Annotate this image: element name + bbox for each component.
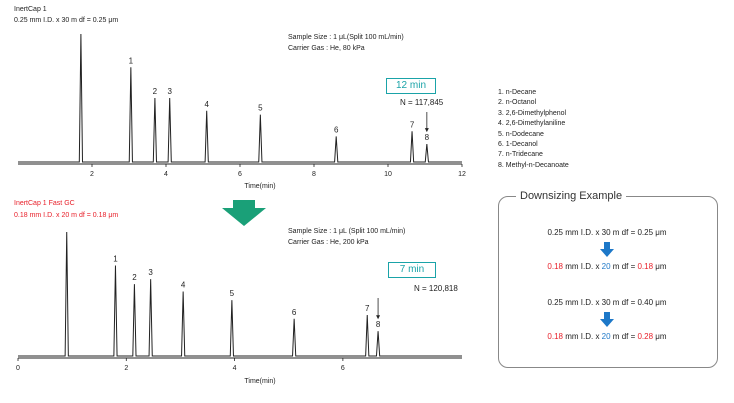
x-axis-label: Time(min) bbox=[244, 378, 275, 385]
chart2-analysis-time: 7 min bbox=[388, 262, 436, 278]
chart2-plot: 0 2 4 6 Time(min) 1 2 3 4 5 6 78 bbox=[16, 231, 462, 385]
peak-label: 8 bbox=[376, 320, 381, 329]
chromatogram-trace bbox=[18, 33, 462, 163]
legend-item: 2. n-Octanol bbox=[498, 99, 537, 107]
x-tick-label: 2 bbox=[90, 171, 94, 178]
chart1-subtitle: 0.25 mm I.D. x 30 m df = 0.25 μm bbox=[14, 17, 119, 24]
x-tick-label: 6 bbox=[238, 171, 242, 178]
legend-item: 7. n-Tridecane bbox=[498, 151, 543, 159]
chart2-subtitle: 0.18 mm I.D. x 20 m df = 0.18 μm bbox=[14, 212, 119, 219]
peak-label: 4 bbox=[204, 100, 209, 109]
peak-label: 3 bbox=[167, 87, 172, 96]
x-tick-label: 8 bbox=[312, 171, 316, 178]
peak-label: 2 bbox=[132, 273, 137, 282]
chart1-condition-carrier: Carrier Gas : He, 80 kPa bbox=[288, 45, 365, 52]
chart2-condition-sample: Sample Size : 1 μL (Split 100 mL/min) bbox=[288, 228, 406, 235]
legend-item: 1. n-Decane bbox=[498, 89, 537, 96]
x-axis-label: Time(min) bbox=[244, 183, 275, 190]
legend-item: 8. Methyl-n-Decanoate bbox=[498, 161, 569, 169]
ex1-length-value: 20 bbox=[601, 262, 611, 271]
peak-label: 1 bbox=[113, 254, 118, 263]
ex2-df-value: 0.28 bbox=[637, 332, 654, 341]
ex1-id-value: 0.18 bbox=[547, 262, 563, 271]
x-tick-label: 6 bbox=[341, 365, 345, 372]
ex2-id-value: 0.18 bbox=[547, 332, 563, 341]
x-tick-label: 0 bbox=[16, 365, 20, 372]
peak-label: 7 bbox=[365, 304, 370, 313]
ex1-df-value: 0.18 bbox=[637, 262, 654, 271]
downsizing-ex1-to: 0.18 mm I.D. x 20 m df = 0.18 μm bbox=[498, 262, 716, 271]
x-tick-label: 4 bbox=[164, 171, 168, 178]
x-tick-label: 2 bbox=[124, 365, 128, 372]
peak-label: 3 bbox=[148, 268, 153, 277]
legend-item: 5. n-Dodecane bbox=[498, 130, 544, 138]
peak-label: 4 bbox=[181, 281, 186, 290]
ex2-length-unit: m df = bbox=[610, 332, 638, 341]
downsizing-ex2-to: 0.18 mm I.D. x 20 m df = 0.28 μm bbox=[498, 332, 716, 341]
peak-label: 8 bbox=[425, 133, 430, 142]
peak-label: 5 bbox=[258, 104, 263, 113]
downsizing-title: Downsizing Example bbox=[516, 190, 627, 202]
downsizing-panel bbox=[498, 196, 718, 368]
chart2-condition-carrier: Carrier Gas : He, 200 kPa bbox=[288, 239, 369, 246]
chart1-title: InertCap 1 bbox=[14, 6, 47, 13]
pointer-arrowhead bbox=[424, 128, 429, 133]
ex2-length-value: 20 bbox=[601, 332, 611, 341]
peak-label: 7 bbox=[410, 120, 415, 129]
ex2-id-unit: mm I.D. x bbox=[563, 332, 602, 341]
x-tick-label: 4 bbox=[233, 365, 237, 372]
legend-item: 4. 2,6-Dimethylaniline bbox=[498, 120, 566, 128]
chart1-condition-sample: Sample Size : 1 μL(Split 100 mL/min) bbox=[288, 34, 404, 41]
ex1-df-unit: μm bbox=[653, 262, 667, 271]
compound-legend: 1. n-Decane 2. n-Octanol 3. 2,6-Dimethyl… bbox=[498, 88, 569, 171]
downsizing-arrow-icon bbox=[600, 312, 614, 327]
x-tick-label: 10 bbox=[384, 171, 392, 178]
peak-label: 1 bbox=[129, 56, 134, 65]
downsizing-arrow-icon bbox=[600, 242, 614, 257]
x-tick-label: 12 bbox=[458, 171, 466, 178]
peak-label: 2 bbox=[153, 87, 158, 96]
chart2-title: InertCap 1 Fast GC bbox=[14, 200, 75, 207]
down-arrow-icon bbox=[222, 200, 266, 226]
downsizing-ex1-from: 0.25 mm I.D. x 30 m df = 0.25 μm bbox=[547, 228, 667, 237]
ex1-length-unit: m df = bbox=[610, 262, 638, 271]
chart1-analysis-time: 12 min bbox=[386, 78, 436, 94]
ex1-id-unit: mm I.D. x bbox=[563, 262, 602, 271]
ex2-df-unit: μm bbox=[653, 332, 667, 341]
legend-item: 6. 1-Decanol bbox=[498, 141, 538, 149]
chart1-plate-count: N = 117,845 bbox=[400, 98, 444, 107]
chromatogram-trace bbox=[18, 231, 462, 357]
peak-label: 6 bbox=[334, 125, 339, 134]
legend-item: 3. 2,6-Dimethylphenol bbox=[498, 109, 567, 117]
downsizing-ex2-from: 0.25 mm I.D. x 30 m df = 0.40 μm bbox=[547, 298, 667, 307]
peak-label: 6 bbox=[292, 308, 297, 317]
chart2-plate-count: N = 120,818 bbox=[414, 284, 458, 293]
pointer-arrowhead bbox=[376, 315, 381, 320]
peak-label: 5 bbox=[230, 289, 235, 298]
